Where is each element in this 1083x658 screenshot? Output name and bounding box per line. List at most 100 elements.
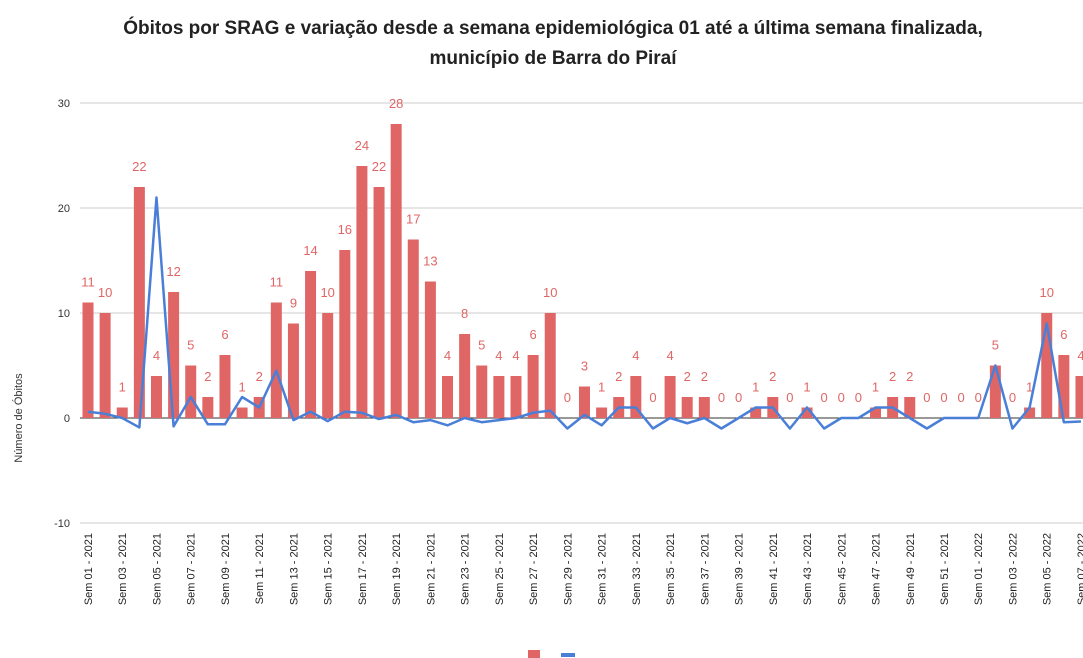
bar: [1024, 407, 1036, 418]
value-label: 10: [320, 285, 334, 300]
bar: [476, 365, 488, 418]
value-label: 10: [543, 285, 557, 300]
x-tick-label: Sem 05 - 2022: [1042, 533, 1054, 605]
bar: [219, 355, 231, 418]
value-label: 0: [958, 390, 965, 405]
value-label: 14: [303, 243, 317, 258]
x-tick-label: Sem 33 - 2021: [631, 533, 643, 605]
bar: [322, 313, 334, 418]
y-tick-label: 10: [58, 308, 70, 320]
value-label: 4: [153, 348, 160, 363]
bar: [870, 407, 882, 418]
value-label: 4: [444, 348, 451, 363]
chart-title: Óbitos por SRAG e variação desde a seman…: [123, 17, 983, 39]
value-label: 11: [270, 275, 284, 290]
x-tick-label: Sem 47 - 2021: [871, 533, 883, 605]
x-tick-label: Sem 01 - 2022: [973, 533, 985, 605]
value-label: 0: [786, 390, 793, 405]
value-label: 13: [423, 254, 437, 269]
value-label: 0: [821, 390, 828, 405]
value-label: 6: [221, 327, 228, 342]
value-label: 0: [838, 390, 845, 405]
bar: [270, 302, 282, 418]
x-tick-label: Sem 31 - 2021: [597, 533, 609, 605]
x-tick-label: Sem 01 - 2021: [83, 533, 95, 605]
value-label: 5: [187, 338, 194, 353]
bar: [305, 271, 317, 418]
bar: [236, 407, 248, 418]
x-tick-label: Sem 13 - 2021: [288, 533, 300, 605]
value-label: 0: [940, 390, 947, 405]
bar: [202, 397, 214, 418]
bar: [99, 313, 111, 418]
bar: [168, 292, 180, 418]
value-label: 9: [290, 296, 297, 311]
bar: [442, 376, 454, 418]
bar: [287, 323, 299, 418]
value-label: 10: [1039, 285, 1053, 300]
x-tick-label: Sem 41 - 2021: [768, 533, 780, 605]
legend-marker: [528, 650, 540, 658]
value-label: 2: [615, 369, 622, 384]
x-tick-label: Sem 49 - 2021: [905, 533, 917, 605]
value-label: 2: [701, 369, 708, 384]
value-label: 0: [735, 390, 742, 405]
value-label: 2: [906, 369, 913, 384]
y-tick-label: 20: [58, 203, 70, 215]
bar: [750, 407, 762, 418]
value-label: 16: [338, 222, 352, 237]
bar: [1075, 376, 1083, 418]
value-label: 2: [889, 369, 896, 384]
bar: [801, 407, 813, 418]
value-label: 1: [598, 380, 605, 395]
bar: [510, 376, 522, 418]
bar: [407, 239, 419, 418]
x-tick-label: Sem 15 - 2021: [323, 533, 335, 605]
value-label: 2: [769, 369, 776, 384]
bar: [989, 365, 1001, 418]
chart-subtitle: município de Barra do Piraí: [429, 48, 677, 69]
bar: [356, 166, 368, 418]
bar: [116, 407, 128, 418]
bar: [133, 187, 145, 418]
bar: [390, 124, 402, 418]
bar: [698, 397, 710, 418]
y-tick-label: 0: [64, 413, 70, 425]
value-label: 12: [166, 264, 180, 279]
y-axis-label: Número de Óbitos: [12, 373, 25, 463]
value-label: 6: [1060, 327, 1067, 342]
x-tick-label: Sem 25 - 2021: [494, 533, 506, 605]
x-tick-label: Sem 37 - 2021: [699, 533, 711, 605]
bar: [150, 376, 162, 418]
x-tick-label: Sem 51 - 2021: [939, 533, 951, 605]
value-label: 4: [1077, 348, 1083, 363]
value-label: 1: [872, 380, 879, 395]
value-label: 0: [718, 390, 725, 405]
value-label: 1: [1026, 380, 1033, 395]
x-tick-label: Sem 03 - 2022: [1007, 533, 1019, 605]
value-label: 0: [564, 390, 571, 405]
x-tick-label: Sem 45 - 2021: [836, 533, 848, 605]
value-label: 1: [119, 380, 126, 395]
x-tick-label: Sem 27 - 2021: [528, 533, 540, 605]
value-label: 22: [132, 159, 146, 174]
value-label: 0: [649, 390, 656, 405]
legend-marker: [561, 653, 575, 657]
value-label: 24: [355, 138, 369, 153]
x-tick-label: Sem 21 - 2021: [425, 533, 437, 605]
value-label: 0: [1009, 390, 1016, 405]
bar: [459, 334, 471, 418]
x-tick-label: Sem 39 - 2021: [734, 533, 746, 605]
value-label: 1: [238, 380, 245, 395]
value-label: 0: [975, 390, 982, 405]
value-label: 22: [372, 159, 386, 174]
bar: [373, 187, 385, 418]
value-label: 0: [923, 390, 930, 405]
value-label: 5: [992, 338, 999, 353]
value-label: 0: [855, 390, 862, 405]
x-tick-label: Sem 43 - 2021: [802, 533, 814, 605]
bar: [1058, 355, 1070, 418]
x-tick-label: Sem 07 - 2022: [1076, 533, 1083, 605]
x-tick-label: Sem 09 - 2021: [220, 533, 232, 605]
